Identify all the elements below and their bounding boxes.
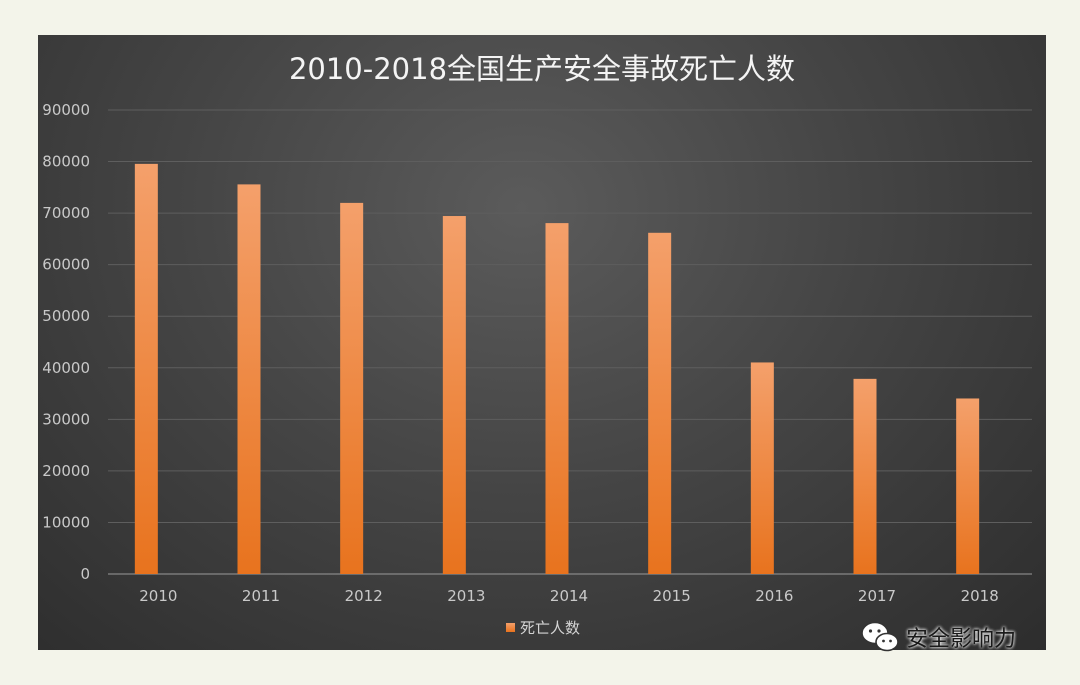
bar-2010 xyxy=(134,163,158,575)
bar-chart: 2010-2018全国生产安全事故死亡人数 0 10000 20000 30000 40… xyxy=(42,52,1032,637)
x-tick-label: 2011 xyxy=(242,587,280,605)
bar-2013 xyxy=(442,216,466,574)
y-tick-label: 10000 xyxy=(42,513,90,531)
y-tick-label: 30000 xyxy=(42,410,90,428)
x-tick-label: 2010 xyxy=(139,587,177,605)
y-tick-label: 40000 xyxy=(42,359,90,377)
legend-swatch xyxy=(506,623,515,632)
x-tick-label: 2016 xyxy=(755,587,793,605)
bar-2011 xyxy=(237,184,261,575)
wechat-icon xyxy=(861,621,899,652)
bar-2015 xyxy=(648,232,672,574)
bar-2014 xyxy=(545,223,569,574)
bar-2018 xyxy=(956,398,980,574)
x-tick-label: 2014 xyxy=(550,587,588,605)
legend: 死亡人数 xyxy=(506,619,580,637)
x-tick-label: 2018 xyxy=(961,587,999,605)
watermark: 安全影响力 xyxy=(860,620,1016,654)
x-tick-label: 2012 xyxy=(345,587,383,605)
y-tick-label: 50000 xyxy=(42,307,90,325)
bar-2017 xyxy=(853,378,877,574)
bar-2012 xyxy=(340,202,364,575)
y-tick-label: 90000 xyxy=(42,101,90,119)
y-tick-label: 20000 xyxy=(42,462,90,480)
bar-2016 xyxy=(750,362,774,574)
chart-title: 2010-2018全国生产安全事故死亡人数 xyxy=(289,52,795,86)
y-tick-label: 60000 xyxy=(42,256,90,274)
watermark-text: 安全影响力 xyxy=(906,627,1017,652)
x-tick-label: 2013 xyxy=(447,587,485,605)
y-tick-label: 70000 xyxy=(42,204,90,222)
x-tick-label: 2017 xyxy=(858,587,896,605)
legend-label: 死亡人数 xyxy=(520,619,580,637)
y-tick-label: 80000 xyxy=(42,153,90,171)
y-tick-label: 0 xyxy=(80,565,90,583)
x-tick-label: 2015 xyxy=(653,587,691,605)
chart-panel: 2010-2018全国生产安全事故死亡人数 0 10000 20000 30000 40… xyxy=(38,35,1046,650)
